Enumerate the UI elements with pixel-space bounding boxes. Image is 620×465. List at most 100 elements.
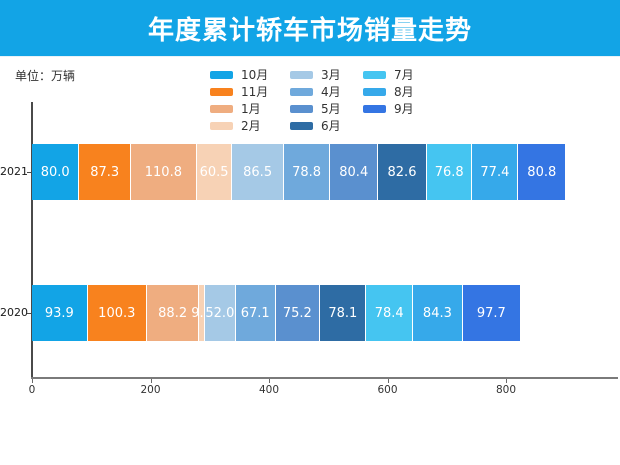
x-axis-tick-label: 400 [258, 384, 280, 396]
bar-segment: 80.4 [330, 144, 379, 200]
legend-item: 1月 [210, 100, 268, 117]
legend-swatch [210, 121, 233, 130]
bar-segment: 97.7 [462, 285, 521, 341]
x-axis-tick-label: 0 [28, 384, 36, 396]
bar-value-label: 76.8 [434, 164, 464, 180]
bar-value-label: 52.0 [205, 305, 235, 321]
x-axis-tick [506, 379, 507, 383]
bar-segment: 80.8 [518, 144, 567, 200]
y-axis-tick [27, 313, 31, 314]
legend-column: 3月 4月 5月 6月 [290, 66, 341, 134]
bar-segment: 77.4 [472, 144, 519, 200]
bar-segment: 88.2 [146, 285, 200, 341]
bar-row-2021: 80.0 87.3 110.8 60.5 86.5 78.8 80.4 82.6 76.8 77.… [32, 144, 567, 200]
bar-segment: 75.2 [275, 285, 321, 341]
legend-label: 3月 [321, 68, 341, 82]
bar-segment: 87.3 [79, 144, 132, 200]
x-axis-tick [150, 379, 152, 383]
legend-item: 4月 [290, 83, 341, 100]
bar-segment: 80.0 [32, 144, 80, 200]
bar-segment: 100.3 [87, 285, 147, 341]
x-axis-tick [32, 379, 33, 383]
legend-label: 2月 [241, 119, 261, 133]
bar-value-label: 86.5 [243, 164, 273, 180]
legend-item: 6月 [290, 117, 341, 134]
bar-segment: 78.1 [320, 285, 367, 341]
bar-value-label: 80.8 [527, 164, 557, 180]
x-axis-tick [387, 379, 389, 383]
y-axis-tick [27, 172, 31, 173]
legend-label: 8月 [394, 85, 414, 99]
x-axis-line [31, 377, 618, 379]
legend-swatch [210, 104, 233, 113]
legend-label: 11月 [241, 85, 269, 99]
bar-segment: 86.5 [232, 144, 284, 200]
legend-swatch [290, 121, 313, 130]
bar-value-label: 75.2 [282, 305, 312, 321]
legend-swatch [363, 87, 386, 96]
bar-value-label: 67.1 [240, 305, 270, 321]
bar-segment: 93.9 [32, 285, 88, 341]
bar-segment: 67.1 [235, 285, 276, 341]
bar-value-label: 87.3 [90, 164, 120, 180]
bar-segment: 60.5 [196, 144, 233, 200]
bar-value-label: 100.3 [98, 305, 136, 321]
unit-label: 单位：万辆 [15, 69, 76, 83]
legend-item: 5月 [290, 100, 341, 117]
bar-value-label: 80.4 [339, 164, 369, 180]
x-axis-tick-label: 200 [140, 384, 161, 396]
legend-label: 4月 [321, 85, 341, 99]
legend-item: 11月 [210, 83, 268, 100]
title-bar: 年度累计轿车市场销量走势 [0, 0, 620, 57]
bar-segment: 52.0 [204, 285, 236, 341]
legend-item: 9月 [363, 100, 414, 117]
legend-swatch [363, 70, 386, 79]
legend-column: 10月 11月 1月 2月 [210, 66, 268, 134]
legend-label: 10月 [241, 68, 269, 82]
legend-item: 10月 [210, 66, 268, 83]
legend-swatch [210, 87, 233, 96]
legend-item: 8月 [363, 83, 414, 100]
x-axis-tick [269, 379, 270, 383]
bar-segment: 82.6 [378, 144, 427, 200]
legend-item: 2月 [210, 117, 268, 134]
bar-value-label: 97.7 [476, 305, 506, 321]
x-axis-tick-label: 600 [377, 384, 398, 396]
bar-value-label: 78.4 [374, 305, 404, 321]
y-axis-line [31, 102, 33, 378]
bar-value-label: 60.5 [199, 164, 229, 180]
legend-swatch [210, 70, 233, 79]
legend-label: 9月 [394, 102, 414, 116]
page-title: 年度累计轿车市场销量走势 [147, 15, 472, 46]
bar-segment: 76.8 [426, 144, 473, 200]
x-axis-tick-label: 800 [495, 384, 517, 396]
legend-swatch [363, 104, 386, 113]
legend-label: 7月 [394, 68, 414, 82]
bar-value-label: 93.9 [44, 305, 74, 321]
bar-value-label: 82.6 [387, 164, 417, 180]
legend-item: 3月 [290, 66, 341, 83]
y-axis-label: 2021 [0, 165, 28, 178]
bar-value-label: 110.8 [144, 164, 182, 180]
bar-row-2020: 93.9 100.3 88.2 9.7 52.0 67.1 75.2 78.1 78.4 84.3… [32, 285, 521, 341]
legend-label: 5月 [321, 102, 341, 116]
bar-segment: 78.8 [283, 144, 331, 200]
bar-value-label: 78.1 [328, 305, 358, 321]
legend-column: 7月 8月 9月 [363, 66, 414, 117]
legend-swatch [290, 70, 313, 79]
legend-swatch [290, 87, 313, 96]
bar-value-label: 77.4 [480, 164, 510, 180]
legend-swatch [290, 104, 313, 113]
bar-value-label: 80.0 [40, 164, 70, 180]
legend-label: 1月 [241, 102, 261, 116]
legend-label: 6月 [321, 119, 341, 133]
bar-segment: 84.3 [412, 285, 463, 341]
y-axis-label: 2020 [0, 306, 28, 319]
bar-segment: 78.4 [366, 285, 413, 341]
bar-value-label: 88.2 [158, 305, 188, 321]
bar-segment: 110.8 [131, 144, 197, 200]
bar-value-label: 84.3 [422, 305, 452, 321]
bar-value-label: 78.8 [292, 164, 322, 180]
legend-item: 7月 [363, 66, 414, 83]
